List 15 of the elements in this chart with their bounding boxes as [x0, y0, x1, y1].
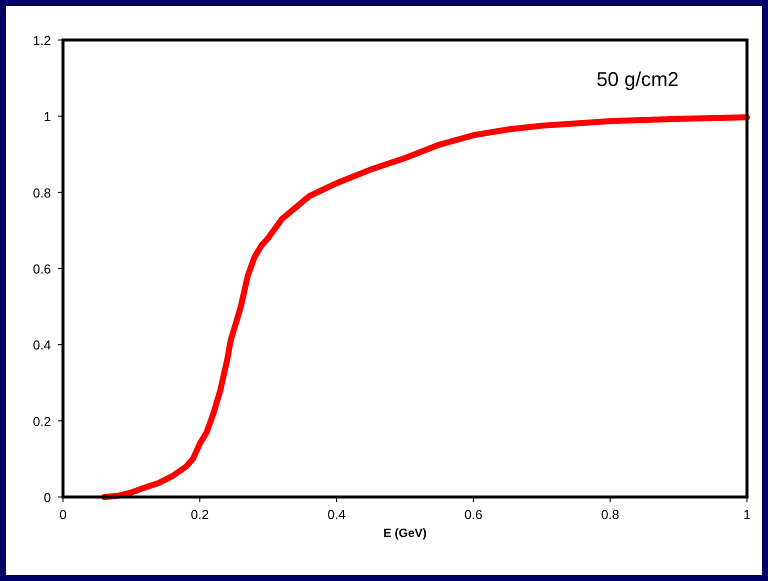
y-tick-label: 0.2	[32, 414, 51, 429]
y-tick-label: 1	[44, 109, 51, 124]
x-tick-label: 0.4	[328, 507, 346, 522]
x-tick-label: 0.2	[190, 507, 209, 522]
y-tick-label: 0.4	[32, 338, 51, 353]
y-tick-label: 1.2	[32, 33, 51, 48]
y-tick-label: 0.8	[32, 185, 51, 200]
y-tick-label: 0	[44, 490, 51, 505]
x-tick-label: 0	[59, 507, 67, 522]
y-tick-label: 0.6	[32, 262, 51, 276]
x-tick-label: 0.6	[464, 507, 482, 522]
x-tick-label: 1	[743, 507, 751, 522]
annotation: 50 g/cm2	[596, 69, 679, 92]
x-tick-label: 0.8	[601, 507, 620, 522]
x-axis-title: E (GeV)	[383, 526, 427, 540]
